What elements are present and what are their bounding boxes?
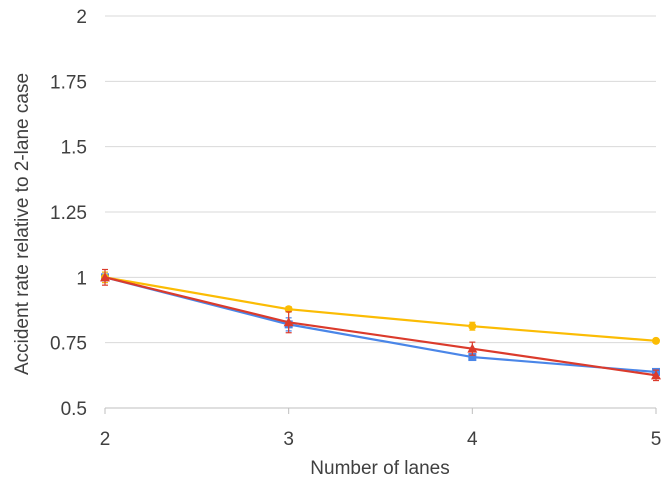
- x-tick-label: 2: [100, 429, 111, 450]
- y-tick-label: 0.75: [50, 334, 87, 355]
- data-point: [284, 305, 293, 314]
- x-tick-label: 5: [651, 429, 662, 450]
- series-3: [100, 268, 661, 382]
- data-point: [100, 272, 110, 282]
- x-tick-label: 4: [467, 429, 478, 450]
- data-point: [652, 336, 660, 345]
- data-point: [468, 322, 477, 331]
- y-tick-label: 1: [76, 268, 87, 289]
- series-2: [101, 271, 660, 345]
- series-group: [100, 268, 661, 382]
- series-line: [104, 276, 657, 342]
- data-point: [467, 343, 478, 353]
- x-axis-title: Number of lanes: [310, 458, 449, 479]
- data-point: [468, 353, 477, 362]
- y-tick-label: 1.75: [50, 72, 87, 93]
- data-point: [651, 370, 661, 380]
- x-tick-label: 3: [283, 429, 294, 450]
- data-point: [283, 317, 294, 327]
- gridlines: [105, 15, 656, 344]
- y-tick-label: 2: [76, 7, 87, 28]
- y-tick-label: 1.25: [50, 203, 87, 224]
- y-axis-title: Accident rate relative to 2-lane case: [12, 73, 33, 375]
- y-tick-label: 1.5: [61, 138, 87, 159]
- y-tick-label: 0.5: [61, 399, 87, 420]
- series-1: [101, 271, 660, 376]
- axes: 0.5 0.75 1 1.25 1.5 1.75 2 2 3 4 5: [50, 7, 661, 450]
- series-line: [104, 276, 657, 377]
